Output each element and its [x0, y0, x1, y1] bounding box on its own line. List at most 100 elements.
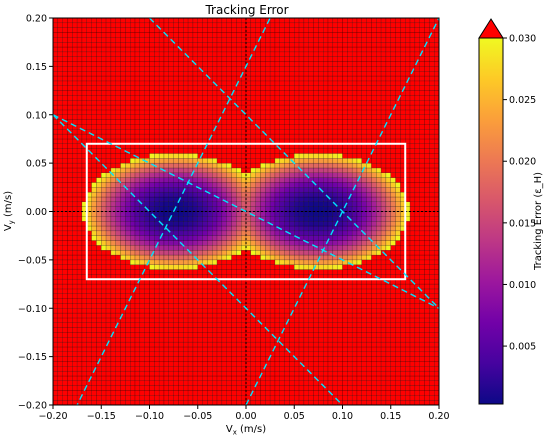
heatmap-cell	[269, 201, 276, 207]
heatmap-cell	[76, 254, 83, 261]
heatmap-cell	[207, 346, 213, 352]
heatmap-cell	[351, 162, 358, 169]
heatmap-cell	[216, 399, 223, 405]
heatmap-cell	[139, 356, 145, 362]
heatmap-cell	[72, 225, 78, 232]
heatmap-cell	[72, 390, 78, 396]
heatmap-cell	[371, 259, 377, 265]
heatmap-cell	[57, 129, 63, 135]
heatmap-cell	[380, 211, 387, 217]
heatmap-cell	[53, 162, 59, 169]
heatmap-cell	[149, 216, 155, 222]
heatmap-cell	[409, 225, 416, 232]
heatmap-cell	[279, 191, 285, 198]
heatmap-cell	[62, 240, 68, 246]
heatmap-cell	[91, 346, 97, 352]
heatmap-cell	[318, 206, 324, 212]
heatmap-cell	[434, 288, 439, 294]
heatmap-cell	[361, 264, 367, 270]
heatmap-cell	[202, 303, 208, 309]
heatmap-cell	[76, 264, 83, 270]
heatmap-cell	[76, 250, 83, 256]
heatmap-cell	[158, 201, 165, 207]
heatmap-cell	[303, 375, 309, 381]
heatmap-cell	[91, 298, 97, 304]
heatmap-cell	[202, 361, 208, 367]
heatmap-cell	[86, 395, 92, 401]
heatmap-cell	[120, 177, 126, 183]
heatmap-cell	[414, 124, 420, 130]
heatmap-cell	[284, 172, 290, 178]
heatmap-cell	[130, 196, 136, 203]
heatmap-cell	[303, 206, 309, 212]
heatmap-cell	[294, 104, 300, 111]
heatmap-cell	[125, 293, 131, 299]
heatmap-cell	[125, 172, 131, 178]
heatmap-cell	[158, 162, 165, 169]
heatmap-cell	[110, 346, 116, 352]
heatmap-cell	[313, 322, 319, 328]
heatmap-cell	[429, 230, 435, 236]
heatmap-cell	[163, 230, 169, 236]
heatmap-cell	[192, 124, 198, 130]
heatmap-cell	[62, 187, 68, 193]
heatmap-cell	[216, 211, 223, 217]
heatmap-cell	[380, 162, 387, 169]
heatmap-cell	[342, 264, 348, 270]
heatmap-cell	[308, 293, 314, 299]
heatmap-cell	[318, 293, 324, 299]
heatmap-cell	[216, 167, 223, 173]
heatmap-cell	[380, 133, 387, 140]
heatmap-cell	[279, 399, 285, 405]
heatmap-cell	[115, 114, 121, 120]
heatmap-cell	[419, 269, 425, 275]
heatmap-cell	[250, 380, 256, 386]
heatmap-cell	[318, 191, 324, 198]
heatmap-cell	[303, 158, 309, 164]
heatmap-cell	[241, 375, 247, 381]
heatmap-cell	[125, 346, 131, 352]
heatmap-cell	[250, 109, 256, 115]
heatmap-cell	[250, 356, 256, 362]
heatmap-cell	[347, 187, 353, 193]
heatmap-cell	[178, 385, 184, 391]
heatmap-cell	[361, 341, 367, 348]
heatmap-cell	[294, 390, 300, 396]
heatmap-cell	[178, 390, 184, 396]
heatmap-cell	[323, 399, 329, 405]
heatmap-cell	[380, 288, 387, 294]
heatmap-cell	[226, 211, 232, 217]
heatmap-cell	[67, 114, 73, 120]
heatmap-cell	[207, 298, 213, 304]
heatmap-cell	[250, 187, 256, 193]
heatmap-cell	[212, 346, 218, 352]
heatmap-cell	[91, 119, 97, 125]
heatmap-cell	[183, 356, 189, 362]
heatmap-cell	[67, 191, 73, 198]
heatmap-cell	[212, 385, 218, 391]
heatmap-cell	[236, 346, 242, 352]
heatmap-cell	[130, 322, 136, 328]
heatmap-cell	[361, 225, 367, 232]
heatmap-cell	[216, 288, 223, 294]
heatmap-cell	[72, 332, 78, 338]
heatmap-cell	[149, 201, 155, 207]
heatmap-cell	[226, 187, 232, 193]
heatmap-cell	[245, 254, 252, 261]
heatmap-cell	[216, 235, 223, 241]
heatmap-cell	[76, 366, 83, 372]
heatmap-cell	[183, 288, 189, 294]
heatmap-cell	[226, 254, 232, 261]
heatmap-cell	[197, 177, 203, 183]
heatmap-cell	[120, 288, 126, 294]
heatmap-cell	[101, 158, 107, 164]
heatmap-cell	[96, 240, 102, 246]
heatmap-cell	[380, 351, 387, 357]
heatmap-cell	[154, 129, 160, 135]
heatmap-cell	[144, 177, 150, 183]
heatmap-cell	[178, 399, 184, 405]
heatmap-cell	[245, 390, 252, 396]
heatmap-cell	[231, 303, 237, 309]
heatmap-cell	[366, 322, 372, 328]
heatmap-cell	[269, 148, 276, 154]
